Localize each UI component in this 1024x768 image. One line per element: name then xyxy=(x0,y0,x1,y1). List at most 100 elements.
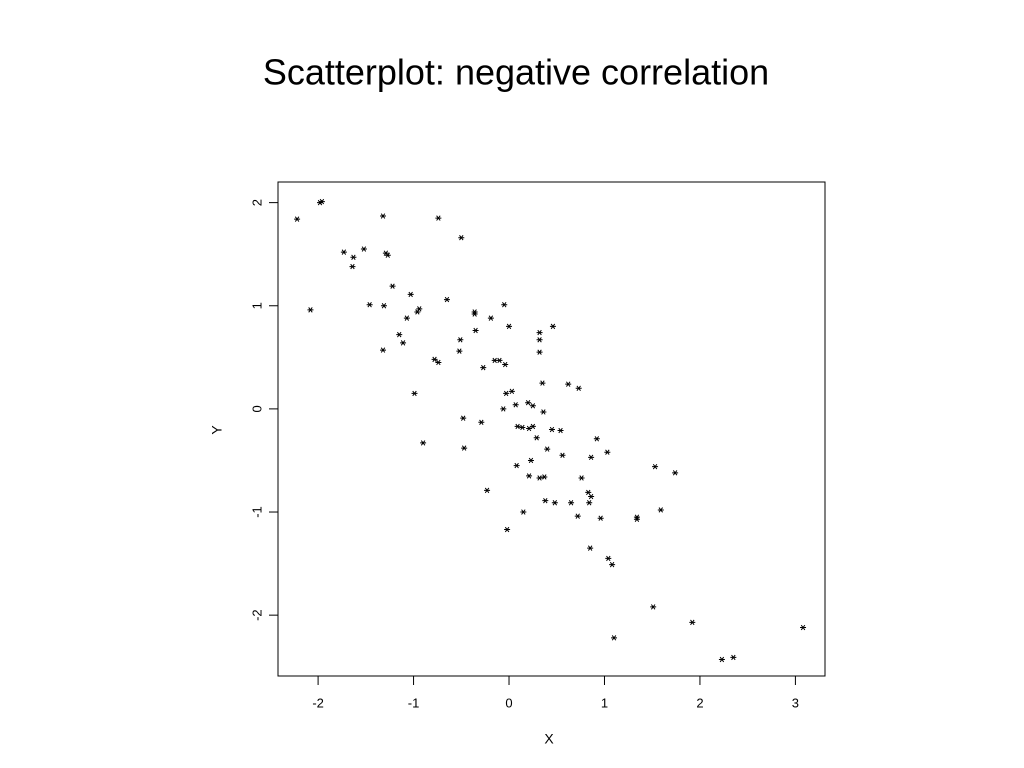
point xyxy=(513,462,520,469)
point xyxy=(611,635,618,641)
point xyxy=(384,252,391,258)
point xyxy=(380,347,387,353)
point xyxy=(416,306,423,312)
point xyxy=(559,452,566,458)
point xyxy=(407,291,414,298)
point xyxy=(508,388,515,395)
point xyxy=(536,329,543,336)
point xyxy=(551,500,558,506)
point xyxy=(533,435,540,441)
point xyxy=(578,475,585,481)
point xyxy=(689,619,696,626)
point xyxy=(730,654,737,661)
point xyxy=(396,331,403,338)
point xyxy=(502,361,509,368)
point xyxy=(458,234,465,241)
y-tick-label: 2 xyxy=(249,199,264,206)
point xyxy=(472,327,479,334)
point xyxy=(484,487,491,494)
point xyxy=(514,423,521,430)
x-tick-label: -2 xyxy=(312,695,324,710)
x-tick-label: 1 xyxy=(601,695,608,710)
x-axis-label: X xyxy=(544,731,554,747)
point xyxy=(504,526,511,533)
point xyxy=(536,337,543,343)
y-axis-label: Y xyxy=(209,425,225,435)
point xyxy=(650,604,657,610)
point xyxy=(431,356,438,363)
point xyxy=(294,216,301,222)
point xyxy=(718,656,725,663)
point xyxy=(520,509,527,515)
point xyxy=(350,254,357,260)
point xyxy=(400,340,407,346)
point xyxy=(652,463,659,470)
point xyxy=(557,427,564,434)
point xyxy=(588,493,595,500)
point xyxy=(457,337,464,343)
point xyxy=(525,400,532,406)
point xyxy=(519,424,526,431)
point xyxy=(536,475,543,481)
point xyxy=(605,555,612,562)
point xyxy=(487,315,494,321)
point xyxy=(565,381,572,387)
point xyxy=(506,323,513,330)
point xyxy=(800,624,807,631)
point xyxy=(548,426,555,433)
point xyxy=(380,303,387,309)
point xyxy=(609,561,616,568)
point xyxy=(593,436,600,442)
point xyxy=(403,315,410,321)
point xyxy=(597,515,604,521)
point xyxy=(411,390,418,397)
point xyxy=(604,449,611,455)
y-tick-label: 0 xyxy=(249,405,264,412)
point xyxy=(366,302,373,308)
point xyxy=(526,473,533,479)
point xyxy=(471,311,478,317)
point xyxy=(496,357,503,364)
point xyxy=(349,263,356,270)
point xyxy=(541,474,548,480)
point xyxy=(435,215,442,221)
point xyxy=(539,380,546,386)
point xyxy=(544,446,551,452)
point xyxy=(512,402,519,408)
chart-title: Scatterplot: negative correlation xyxy=(263,52,769,93)
point xyxy=(585,489,592,496)
point xyxy=(574,513,581,519)
point xyxy=(461,445,468,451)
point xyxy=(360,246,367,252)
y-tick-label: -2 xyxy=(249,609,264,621)
point xyxy=(540,409,547,415)
x-tick-label: 2 xyxy=(696,695,703,710)
point xyxy=(527,457,534,464)
point xyxy=(529,403,536,409)
point xyxy=(480,364,487,371)
x-tick-label: -1 xyxy=(408,695,420,710)
point xyxy=(500,406,507,412)
point xyxy=(443,296,450,303)
point xyxy=(588,454,595,461)
point xyxy=(575,385,582,391)
point xyxy=(529,423,536,430)
point xyxy=(435,359,442,366)
point xyxy=(657,507,664,513)
point xyxy=(389,283,396,289)
point xyxy=(633,516,640,522)
point xyxy=(317,199,324,206)
y-tick-label: 1 xyxy=(249,302,264,309)
point xyxy=(501,302,508,308)
x-tick-label: 3 xyxy=(792,695,799,710)
point xyxy=(414,309,421,315)
y-tick-label: -1 xyxy=(249,506,264,518)
point xyxy=(586,500,593,506)
point xyxy=(460,415,467,421)
point xyxy=(568,500,575,506)
x-tick-label: 0 xyxy=(505,695,512,710)
point xyxy=(478,419,485,425)
point xyxy=(307,307,314,313)
